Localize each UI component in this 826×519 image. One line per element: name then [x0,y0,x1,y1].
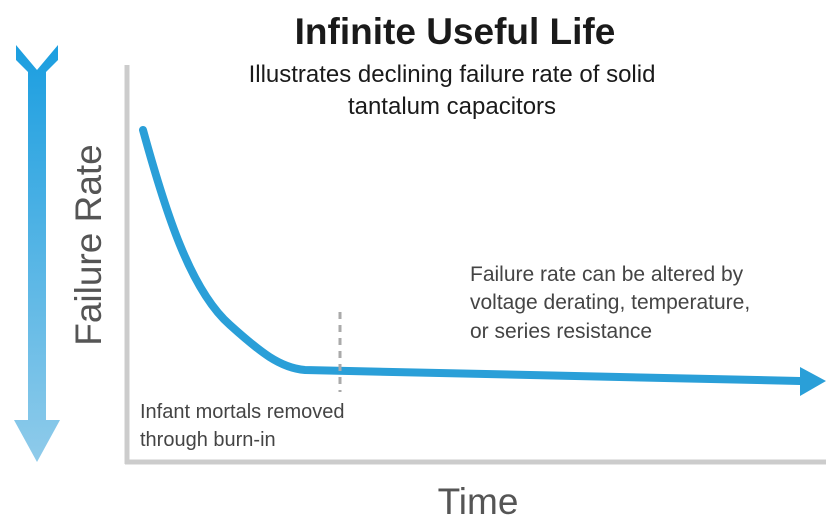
title: Infinite Useful Life [295,11,616,52]
annotation-line: Infant mortals removed [140,401,345,423]
y-arrow [14,45,60,462]
failure-curve [139,126,804,385]
annotation-line: voltage derating, temperature, [470,291,750,314]
subtitle-line: tantalum capacitors [348,93,556,120]
annotation-line: through burn-in [140,429,276,451]
subtitle-line: Illustrates declining failure rate of so… [249,61,656,88]
x-axis-label: Time [438,481,519,519]
curve-arrowhead [800,367,826,396]
annotation-line: or series resistance [470,320,652,343]
y-axis-label: Failure Rate [68,144,109,346]
annotation-line: Failure rate can be altered by [470,263,744,286]
